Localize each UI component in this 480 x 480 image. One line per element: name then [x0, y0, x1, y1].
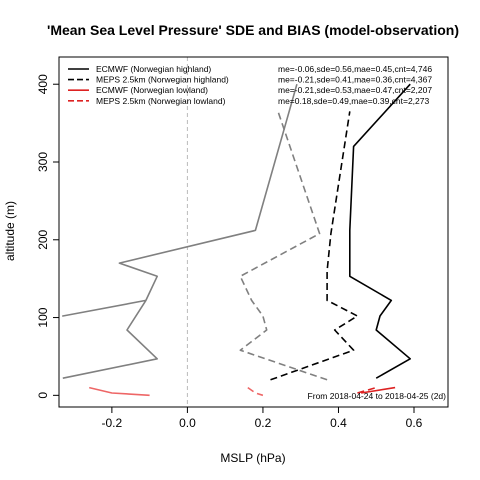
y-tick-label: 400	[36, 74, 50, 94]
legend-stats-0: me=-0.06,sde=0.56,mae=0.45,cnt=4,746	[278, 64, 432, 74]
x-axis-label: MSLP (hPa)	[220, 451, 285, 465]
y-axis-label: altitude (m)	[3, 201, 17, 261]
chart-title: 'Mean Sea Level Pressure' SDE and BIAS (…	[47, 22, 459, 38]
x-tick-label: 0.6	[406, 416, 423, 430]
x-tick-label: -0.2	[102, 416, 123, 430]
series-0-bias-line	[61, 83, 298, 379]
x-tick-label: 0.0	[179, 416, 196, 430]
series-1-sde-line	[270, 111, 359, 381]
legend-label-0: ECMWF (Norwegian highland)	[96, 64, 211, 74]
legend-label-3: MEPS 2.5km (Norwegian lowland)	[96, 96, 226, 106]
series-2-bias-line	[89, 386, 150, 397]
legend-stats-1: me=-0.21,sde=0.41,mae=0.36,cnt=4,367	[278, 75, 432, 85]
series-0-sde-line	[348, 83, 412, 379]
y-tick-label: 300	[36, 152, 50, 172]
series-1-bias-line	[239, 111, 328, 381]
legend-label-1: MEPS 2.5km (Norwegian highland)	[96, 75, 229, 85]
y-tick-label: 100	[36, 307, 50, 327]
y-tick-label: 0	[36, 392, 50, 399]
x-tick-label: 0.2	[255, 416, 272, 430]
plot-area: -0.2 0.0 0.2 0.4 0.6 0 100 200 300 400 ECMWF (Norw…	[36, 56, 449, 430]
series-3-sde-line	[357, 386, 377, 394]
y-tick-label: 200	[36, 229, 50, 249]
legend-label-2: ECMWF (Norwegian lowland)	[96, 85, 208, 95]
legend-stats-2: me=-0.21,sde=0.53,mae=0.47,cnt=2,207	[278, 85, 432, 95]
series-2-sde-line	[360, 386, 396, 394]
date-range-annotation: From 2018-04-24 to 2018-04-25 (2d)	[308, 391, 447, 401]
x-tick-label: 0.4	[330, 416, 347, 430]
series-3-bias-line	[247, 386, 264, 397]
plot-frame	[58, 56, 449, 408]
legend-stats-3: me=0.18,sde=0.49,mae=0.39,cnt=2,273	[278, 96, 430, 106]
